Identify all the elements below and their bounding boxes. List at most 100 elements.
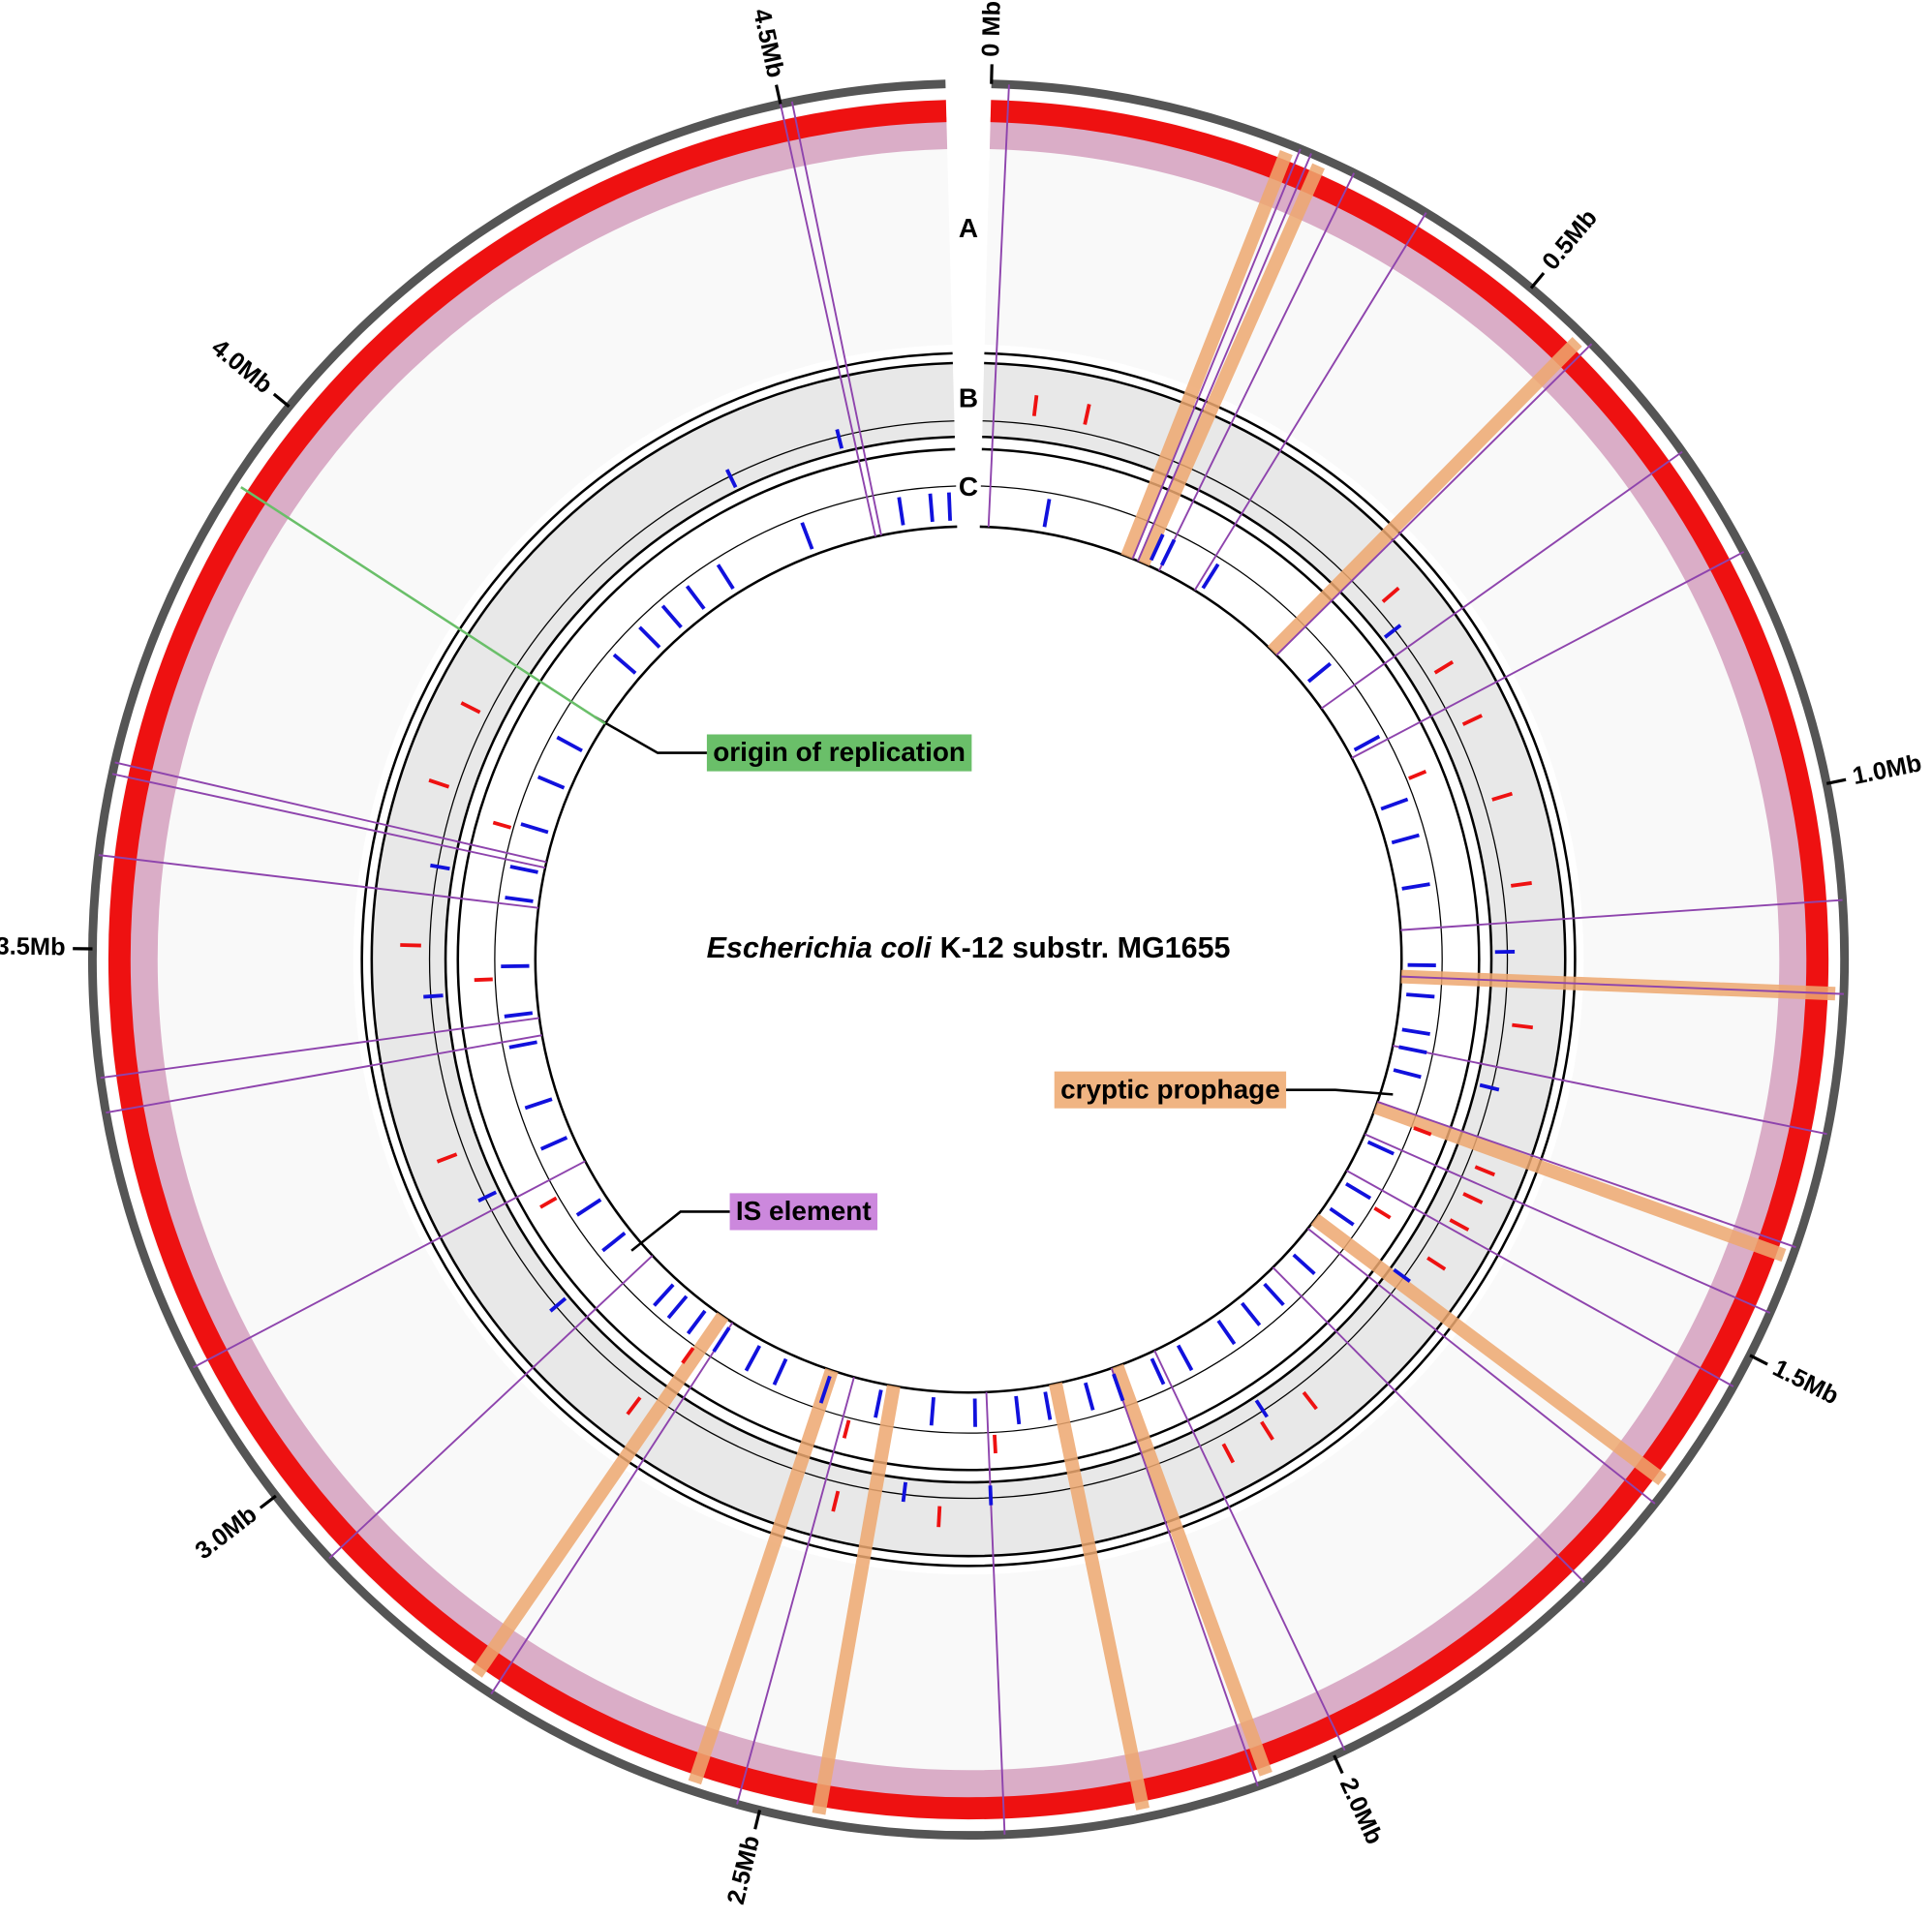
annotation-label: origin of replication [713,737,966,767]
is-element [1193,212,1427,592]
track-c-blue [505,896,534,903]
is-element [100,1017,540,1080]
is-element [736,1377,855,1805]
track-c-blue [946,492,953,521]
track-c-red [492,820,512,830]
track-c-blue [556,735,583,753]
track-b-red [1491,791,1514,802]
origin-line [240,486,606,725]
x-tick-label: 4.5Mb [748,7,789,80]
track-label: C [959,472,978,502]
is-element [1131,148,1302,560]
x-tick [1333,1754,1344,1775]
track-ring [370,361,1567,1558]
track-b-blue [477,1190,498,1203]
track-c-blue [685,585,706,610]
prophage [1373,1101,1787,1263]
track-c-blue [1043,1391,1053,1420]
track-c-blue [520,822,549,835]
is-element [1158,172,1356,571]
annotation-box [706,734,972,772]
x-tick [1825,777,1847,785]
track-c-blue [539,1136,568,1151]
track-c-blue [509,865,538,874]
is-element [1320,450,1683,710]
track-b-red [1461,714,1483,726]
track-ring [494,485,1443,1434]
prophage [812,1385,901,1815]
track-b-red [831,1490,841,1512]
track-b-red [1381,586,1400,603]
x-tick-label: 2.0Mb [1334,1774,1389,1848]
track-label: B [959,382,978,412]
is-element [1153,1350,1346,1751]
x-tick-label: 4.0Mb [206,334,278,399]
track-c-blue [1406,992,1435,999]
x-tick [753,1810,762,1830]
track-b-blue [901,1481,907,1503]
track-c-blue [1263,1282,1285,1307]
track-c-blue [929,1396,935,1426]
track-b-blue [1254,1399,1269,1418]
track-c-blue [504,1011,534,1019]
title-strain: K-12 substr. MG1655 [940,931,1231,964]
track-c-blue [686,1309,707,1335]
track-c-blue [716,564,735,591]
is-element [1400,899,1843,931]
track-c-blue [712,1326,731,1353]
is-element [490,1322,734,1695]
track-c-blue [1176,1344,1194,1372]
annotation: cryptic prophage [1054,1071,1287,1109]
track-c-blue [1083,1382,1095,1411]
track-c-blue [1201,563,1220,590]
is-element [987,84,1010,528]
is-element [985,1391,1006,1835]
is-element [1351,551,1745,759]
track-c-blue [1353,734,1381,752]
outer-ring [88,79,1850,1841]
x-tick-label: 3.0Mb [190,1501,261,1565]
annotation-leader [1286,1088,1394,1096]
track-c-blue [666,1295,689,1320]
track-c-blue [897,497,905,526]
track-b-red [1031,395,1039,416]
scatter-band-inner [125,116,1812,1803]
x-tick-label: 1.5Mb [1768,1355,1843,1411]
track-c-blue [1329,1206,1355,1227]
track-b-red [1449,1218,1470,1232]
track-b-blue [1383,624,1402,639]
x-tick-label: 0.5Mb [1537,204,1603,275]
x-tick [990,64,994,84]
is-element [1275,343,1593,656]
is-element [98,854,539,909]
track-c-blue [1149,533,1165,562]
is-element [1346,1170,1734,1387]
x-tick [272,392,291,409]
is-element [1110,1367,1259,1787]
track-c-blue [660,604,683,629]
track-c-red [993,1434,997,1454]
title-species: Escherichia coli [707,931,933,964]
track-c-blue [537,775,566,790]
track-b-blue [549,1296,567,1313]
annotation-box [1054,1071,1287,1109]
scatter-band [108,100,1829,1820]
track-b-blue [430,863,450,871]
track-c-red [681,1347,695,1364]
track-c-blue [1380,797,1409,811]
track-c-blue [928,493,935,523]
track-b-red [1260,1420,1274,1441]
x-tick-label: 1.0Mb [1851,749,1924,790]
track-c-blue [1150,1357,1166,1386]
track-label: A [959,213,978,243]
x-tick-label: 3.5Mb [0,933,66,961]
track-c-red [842,1419,851,1439]
track-c-blue [1112,1373,1125,1402]
is-element [114,761,547,864]
track-c-red [539,1196,558,1209]
track-c-blue [612,653,637,675]
track-ring [360,351,1577,1568]
track-ring [534,525,1403,1394]
track-b-blue [1393,1267,1411,1283]
